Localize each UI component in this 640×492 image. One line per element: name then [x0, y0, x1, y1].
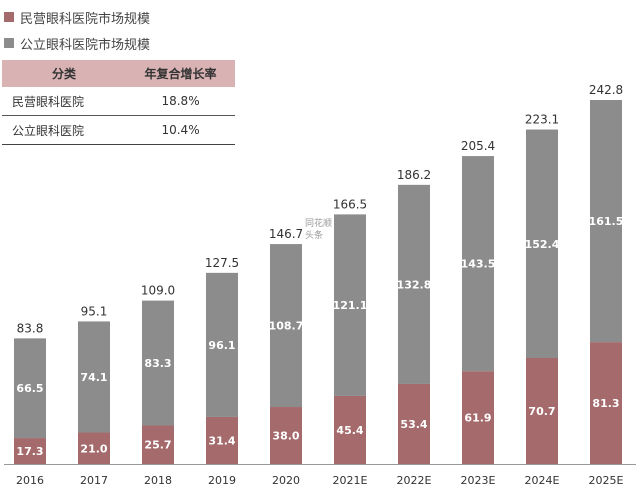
bar-segment-private: [14, 438, 46, 464]
bar-segment-private: [142, 425, 174, 464]
legend-item-public: 公立眼科医院市场规模: [4, 34, 151, 53]
segment-value-label: 121.1: [333, 299, 368, 312]
bar-segment-private: [334, 395, 366, 464]
bar-segment-public: [270, 244, 302, 408]
bar-segment-private: [78, 432, 110, 464]
total-value-label: 205.4: [461, 139, 495, 153]
segment-value-label: 108.7: [269, 320, 304, 333]
table-row: 民营眼科医院 18.8%: [2, 87, 235, 116]
segment-value-label: 81.3: [592, 397, 619, 410]
legend-label-private: 民营眼科医院市场规模: [20, 11, 151, 27]
total-value-label: 83.8: [17, 321, 44, 335]
segment-value-label: 31.4: [208, 434, 235, 447]
bar-segment-private: [270, 407, 302, 464]
segment-value-label: 38.0: [272, 430, 299, 443]
bar-segment-private: [462, 371, 494, 464]
watermark: 同花顺 头条: [305, 218, 332, 242]
bar-segment-public: [462, 156, 494, 372]
table-row: 公立眼科医院 10.4%: [2, 115, 235, 145]
bar-segment-public: [206, 272, 238, 417]
bar-segment-private: [590, 342, 622, 464]
x-tick-label: 2024E: [525, 474, 560, 487]
segment-value-label: 161.5: [589, 215, 624, 228]
segment-value-label: 74.1: [80, 371, 107, 384]
x-tick-label: 2022E: [397, 474, 432, 487]
bar-segment-public: [142, 300, 174, 426]
row-name-public: 公立眼科医院: [2, 115, 127, 145]
total-value-label: 127.5: [205, 256, 239, 270]
x-tick-label: 2020: [272, 474, 300, 487]
segment-value-label: 53.4: [400, 418, 427, 431]
x-tick-label: 2019: [208, 474, 236, 487]
x-tick-label: 2021E: [333, 474, 368, 487]
bar-segment-public: [14, 338, 46, 439]
total-value-label: 223.1: [525, 113, 559, 127]
cagr-table: 分类 年复合增长率 民营眼科医院 18.8% 公立眼科医院 10.4%: [2, 60, 235, 145]
header-category: 分类: [2, 60, 127, 87]
header-cagr: 年复合增长率: [126, 60, 235, 87]
segment-value-label: 25.7: [144, 439, 171, 452]
total-value-label: 242.8: [589, 83, 623, 97]
watermark-line-2: 头条: [305, 231, 324, 241]
x-tick-label: 2018: [144, 474, 172, 487]
watermark-line-1: 同花顺: [305, 219, 333, 229]
segment-value-label: 70.7: [528, 405, 555, 418]
total-value-label: 146.7: [269, 227, 303, 241]
segment-value-label: 17.3: [16, 445, 43, 458]
total-value-label: 166.5: [333, 197, 367, 211]
bar-segment-private: [398, 383, 430, 464]
x-tick-label: 2025E: [589, 474, 624, 487]
legend-item-private: 民营眼科医院市场规模: [4, 8, 151, 27]
x-tick-label: 2017: [80, 474, 108, 487]
bar-segment-private: [206, 416, 238, 464]
bar-segment-public: [590, 100, 622, 343]
cagr-table-header: 分类 年复合增长率: [2, 60, 235, 87]
row-rate-public: 10.4%: [126, 115, 235, 145]
total-value-label: 109.0: [141, 284, 175, 298]
segment-value-label: 66.5: [16, 382, 43, 395]
bar-segment-public: [398, 184, 430, 384]
row-name-private: 民营眼科医院: [2, 87, 127, 116]
segment-value-label: 83.3: [144, 357, 171, 370]
segment-value-label: 61.9: [464, 412, 491, 425]
segment-value-label: 132.8: [397, 278, 432, 291]
row-rate-private: 18.8%: [126, 87, 235, 116]
segment-value-label: 143.5: [461, 258, 496, 271]
segment-value-label: 21.0: [80, 442, 107, 455]
segment-value-label: 45.4: [336, 424, 363, 437]
x-tick-label: 2016: [16, 474, 44, 487]
legend-swatch-private: [4, 12, 14, 22]
legend-label-public: 公立眼科医院市场规模: [20, 37, 151, 53]
legend-swatch-public: [4, 38, 14, 48]
bar-segment-public: [334, 214, 366, 396]
bar-segment-public: [78, 321, 110, 433]
segment-value-label: 96.1: [208, 339, 235, 352]
x-tick-label: 2023E: [461, 474, 496, 487]
total-value-label: 186.2: [397, 168, 431, 182]
segment-value-label: 152.4: [525, 238, 560, 251]
total-value-label: 95.1: [81, 304, 108, 318]
bar-segment-private: [526, 358, 558, 464]
bar-segment-public: [526, 129, 558, 359]
